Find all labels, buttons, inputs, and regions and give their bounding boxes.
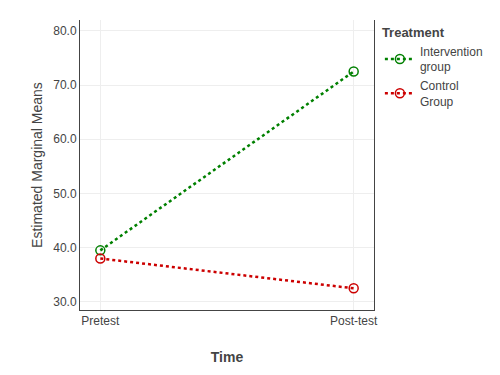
svg-text:Pretest: Pretest xyxy=(81,314,120,328)
svg-text:60.0: 60.0 xyxy=(53,132,77,146)
svg-text:Interventiongroup: Interventiongroup xyxy=(420,45,483,75)
svg-text:ControlGroup: ControlGroup xyxy=(420,79,459,109)
svg-text:Estimated Marginal Means: Estimated Marginal Means xyxy=(29,82,45,248)
svg-text:70.0: 70.0 xyxy=(53,78,77,92)
svg-text:50.0: 50.0 xyxy=(53,187,77,201)
svg-text:80.0: 80.0 xyxy=(53,24,77,38)
svg-text:Treatment: Treatment xyxy=(382,25,445,40)
svg-text:Post-test: Post-test xyxy=(330,314,378,328)
svg-text:Time: Time xyxy=(211,349,244,365)
svg-text:30.0: 30.0 xyxy=(53,295,77,309)
svg-text:40.0: 40.0 xyxy=(53,241,77,255)
